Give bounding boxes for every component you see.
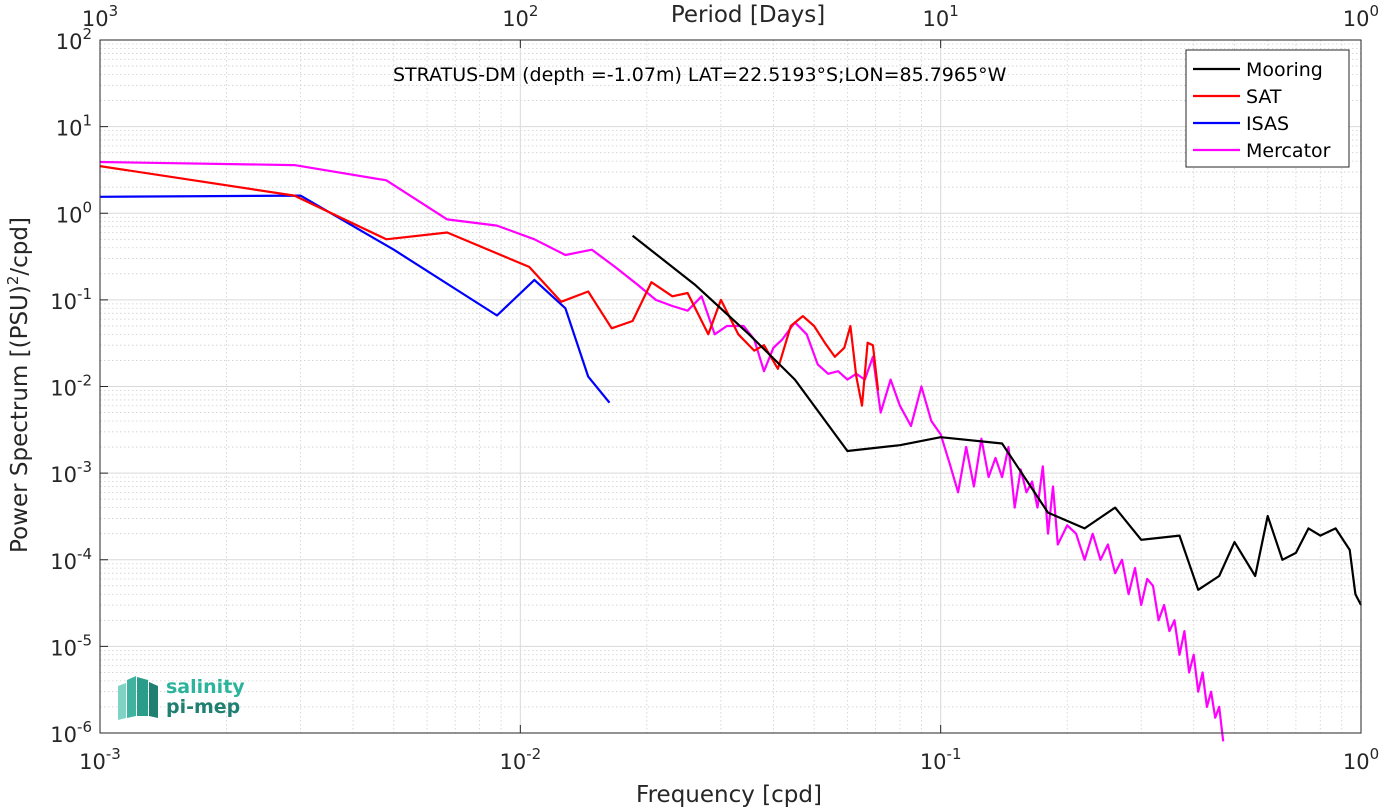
x-tick-label-exponent: 0 bbox=[1370, 745, 1380, 763]
y-tick-label-exponent: -5 bbox=[77, 631, 92, 649]
series-line-mooring bbox=[631, 234, 1362, 606]
x-tick-label-base: 10 bbox=[499, 750, 526, 774]
y-axis-title-superscript: 2 bbox=[4, 276, 22, 286]
top-tick-label-exponent: 3 bbox=[109, 2, 119, 20]
x-tick-label: 10-1 bbox=[920, 745, 962, 774]
y-tick-label-exponent: -2 bbox=[77, 372, 92, 390]
y-tick-label: 100 bbox=[56, 198, 92, 227]
series-line-isas bbox=[99, 194, 611, 404]
logo-wave-4 bbox=[149, 682, 158, 718]
y-axis-title-tail: /cpd] bbox=[7, 217, 33, 276]
logo-wave-1 bbox=[118, 683, 126, 720]
top-tick-label: 101 bbox=[923, 2, 959, 31]
x-tick-label: 10-3 bbox=[79, 745, 121, 774]
x-axis-title: Frequency [cpd] bbox=[636, 782, 822, 808]
y-tick-label: 102 bbox=[56, 25, 92, 54]
top-tick-label-exponent: 0 bbox=[1369, 2, 1379, 20]
top-tick-label-base: 10 bbox=[502, 7, 529, 31]
y-tick-label: 101 bbox=[56, 112, 92, 141]
legend-label-isas: ISAS bbox=[1246, 113, 1289, 135]
top-tick-label-exponent: 2 bbox=[529, 2, 539, 20]
y-tick-label-exponent: 1 bbox=[82, 112, 92, 130]
top-tick-label-base: 10 bbox=[82, 7, 109, 31]
top-tick-label: 102 bbox=[502, 2, 538, 31]
y-axis-title: Power Spectrum [(PSU)2/cpd] bbox=[4, 217, 33, 553]
y-tick-label-exponent: -3 bbox=[77, 458, 92, 476]
salinity-pi-mep-logo: salinity pi-mep bbox=[118, 676, 245, 720]
y-tick-label: 10-3 bbox=[50, 458, 92, 487]
y-tick-label: 10-6 bbox=[50, 718, 92, 747]
top-tick-label: 103 bbox=[82, 2, 118, 31]
y-axis-title-main: Power Spectrum [(PSU) bbox=[7, 285, 33, 553]
y-tick-label-exponent: -6 bbox=[77, 718, 92, 736]
y-tick-label-base: 10 bbox=[50, 463, 77, 487]
series-line-mercator bbox=[99, 160, 1225, 742]
x-tick-labels: 10-3 10-2 10-1 100 bbox=[79, 745, 1379, 774]
y-tick-label: 10-4 bbox=[50, 545, 92, 574]
top-tick-label: 100 bbox=[1343, 2, 1379, 31]
y-tick-label-base: 10 bbox=[50, 290, 77, 314]
series-layer bbox=[99, 160, 1362, 742]
station-annotation: STRATUS-DM (depth =-1.07m) LAT=22.5193°S… bbox=[393, 64, 1007, 86]
y-tick-label: 10-1 bbox=[50, 285, 92, 314]
top-tick-label-exponent: 1 bbox=[949, 2, 959, 20]
y-tick-label-base: 10 bbox=[56, 117, 83, 141]
top-axis-title: Period [Days] bbox=[671, 2, 825, 28]
logo-wave-2 bbox=[127, 676, 136, 718]
y-tick-label-base: 10 bbox=[56, 30, 83, 54]
major-grid bbox=[99, 39, 1362, 734]
legend-label-mercator: Mercator bbox=[1246, 140, 1331, 162]
top-tick-labels: 103 102 101 100 bbox=[82, 2, 1379, 31]
y-tick-label: 10-5 bbox=[50, 631, 92, 660]
y-tick-label-exponent: 0 bbox=[82, 198, 92, 216]
tick-marks bbox=[99, 39, 1362, 734]
y-tick-label-base: 10 bbox=[50, 377, 77, 401]
top-tick-label-base: 10 bbox=[1343, 7, 1370, 31]
x-tick-label-base: 10 bbox=[1343, 750, 1370, 774]
legend: Mooring SAT ISAS Mercator bbox=[1185, 49, 1350, 168]
y-tick-label-base: 10 bbox=[50, 723, 77, 747]
x-tick-label-exponent: -3 bbox=[106, 745, 121, 763]
logo-wave-3 bbox=[137, 677, 148, 716]
y-tick-label-base: 10 bbox=[50, 636, 77, 660]
x-tick-label: 10-2 bbox=[499, 745, 541, 774]
logo-line2: pi-mep bbox=[166, 696, 240, 718]
legend-label-mooring: Mooring bbox=[1246, 59, 1323, 81]
y-tick-label-exponent: -1 bbox=[77, 285, 92, 303]
y-tick-label-base: 10 bbox=[50, 550, 77, 574]
series-line-sat bbox=[99, 165, 880, 407]
top-tick-label-base: 10 bbox=[923, 7, 950, 31]
y-tick-label-base: 10 bbox=[56, 203, 83, 227]
minor-grid bbox=[100, 40, 1361, 733]
x-tick-label-exponent: -1 bbox=[947, 745, 962, 763]
x-tick-label-base: 10 bbox=[79, 750, 106, 774]
logo-line1: salinity bbox=[166, 676, 245, 698]
legend-label-sat: SAT bbox=[1246, 86, 1282, 108]
x-tick-label: 100 bbox=[1343, 745, 1379, 774]
y-tick-label-exponent: 2 bbox=[82, 25, 92, 43]
y-tick-label: 10-2 bbox=[50, 372, 92, 401]
x-tick-label-base: 10 bbox=[920, 750, 947, 774]
x-tick-label-exponent: -2 bbox=[526, 745, 541, 763]
y-tick-label-exponent: -4 bbox=[77, 545, 92, 563]
